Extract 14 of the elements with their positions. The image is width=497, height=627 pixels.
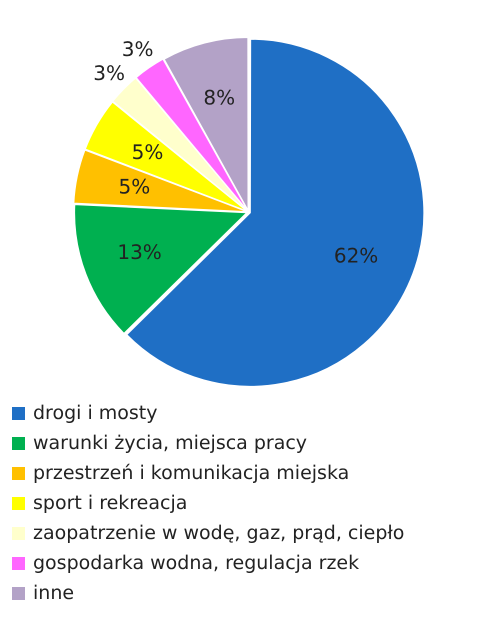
legend-label: sport i rekreacja bbox=[33, 491, 188, 516]
data-label: 5% bbox=[118, 174, 150, 198]
data-label: 5% bbox=[132, 140, 164, 164]
data-label: 8% bbox=[203, 85, 236, 110]
legend-label: inne bbox=[33, 581, 74, 606]
legend-label: zaopatrzenie w wodę, gaz, prąd, ciepło bbox=[33, 521, 404, 546]
data-label: 13% bbox=[117, 240, 162, 264]
data-label: 62% bbox=[334, 243, 378, 268]
legend-label: przestrzeń i komunikacja miejska bbox=[33, 461, 350, 486]
legend-label: warunki życia, miejsca pracy bbox=[33, 431, 308, 456]
data-label: 3% bbox=[122, 37, 154, 62]
legend-label: drogi i mosty bbox=[33, 401, 158, 426]
legend-label: gospodarka wodna, regulacja rzek bbox=[33, 551, 360, 576]
data-label: 3% bbox=[93, 61, 126, 86]
